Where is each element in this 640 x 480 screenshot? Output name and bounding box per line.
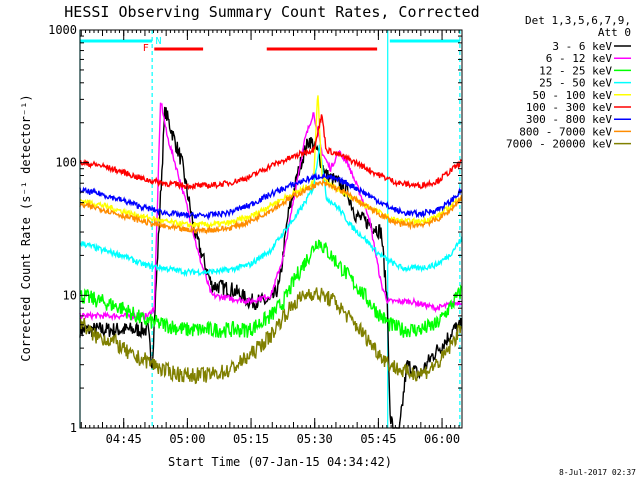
legend-entry-label: 100 - 300 keV: [526, 101, 612, 114]
y-tick-label: 10: [63, 288, 77, 302]
legend-entry-label: 6 - 12 keV: [546, 52, 613, 65]
y-tick-label: 1000: [48, 23, 77, 37]
legend-header: Att 0: [598, 26, 631, 39]
legend-entry-label: 12 - 25 keV: [539, 64, 612, 77]
series-line: [79, 114, 463, 191]
y-tick-label: 1: [70, 421, 77, 435]
series-line: [79, 95, 463, 230]
axes: 1 10 100 1000 04:45 05:00 05:15 05:30 05:45 06:00: [48, 23, 463, 446]
x-tick-label: 05:15: [233, 432, 269, 446]
chart-title: HESSI Observing Summary Count Rates, Cor…: [64, 3, 479, 21]
y-axis-label: Corrected Count Rate (s⁻¹ detector⁻¹): [19, 94, 33, 361]
series-line: [79, 172, 463, 221]
x-tick-label: 05:45: [360, 432, 396, 446]
legend-entry-label: 3 - 6 keV: [552, 40, 612, 53]
series-line: [79, 239, 463, 339]
data-series: [79, 95, 463, 429]
flag-label: N: [156, 36, 162, 47]
x-tick-label: 04:45: [106, 432, 142, 446]
plot-frame: [79, 29, 463, 429]
legend-entry-label: 800 - 7000 keV: [519, 125, 612, 138]
legend-header: Det 1,3,5,6,7,9,: [525, 14, 631, 27]
y-tick-label: 100: [55, 156, 77, 170]
x-tick-label: 06:00: [424, 432, 460, 446]
legend-entry-label: 50 - 100 keV: [533, 89, 613, 102]
legend-entry-label: 7000 - 20000 keV: [506, 138, 612, 151]
legend-entry-label: 25 - 50 keV: [539, 77, 612, 90]
plot-date-stamp: 8-Jul-2017 02:37: [559, 468, 636, 477]
series-line: [79, 178, 463, 235]
series-line: [79, 144, 463, 278]
flag-bars: FN: [80, 36, 460, 54]
legend-entry-label: 300 - 800 keV: [526, 113, 612, 126]
series-line: [79, 287, 462, 385]
x-tick-label: 05:00: [169, 432, 205, 446]
x-axis-label: Start Time (07-Jan-15 04:34:42): [168, 455, 392, 469]
flag-label: F: [143, 43, 149, 54]
x-tick-label: 05:30: [297, 432, 333, 446]
